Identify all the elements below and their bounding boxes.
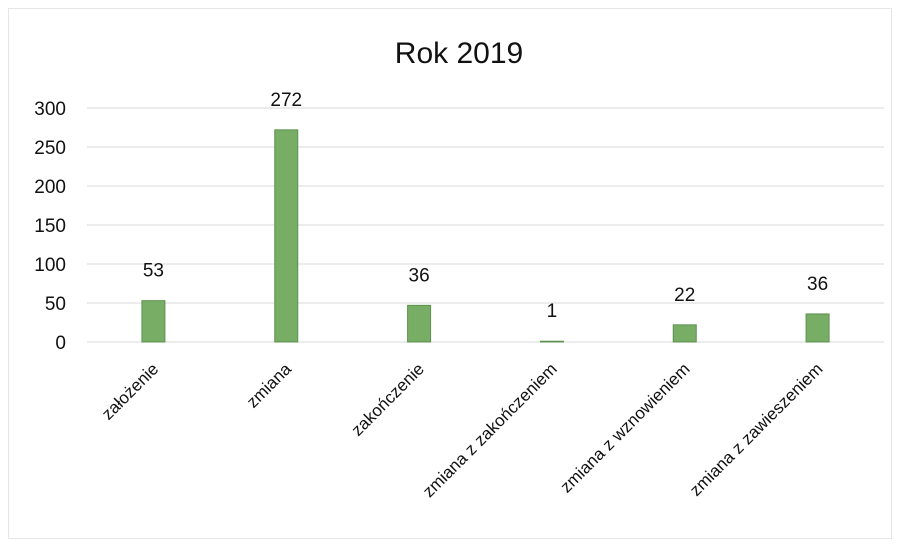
- chart-frame: [8, 8, 892, 539]
- data-label: 36: [807, 274, 828, 295]
- y-tick-label: 200: [34, 177, 66, 198]
- chart-title: Rok 2019: [395, 37, 523, 70]
- category-label: zmiana: [243, 359, 296, 412]
- gridlines: [87, 107, 884, 343]
- y-tick-label: 50: [45, 294, 66, 315]
- category-label: zakończenie: [348, 359, 428, 439]
- category-label: zmiana z zawieszeniem: [686, 359, 826, 499]
- category-label: zmiana z wznowieniem: [557, 359, 694, 496]
- y-tick-label: 150: [34, 216, 66, 237]
- y-tick-label: 300: [34, 99, 66, 120]
- category-label: zmiana z zakończeniem: [419, 359, 561, 501]
- data-labels: 53 272 36 1 22 36: [143, 90, 828, 322]
- bar: [539, 340, 564, 343]
- bar: [407, 304, 432, 343]
- bar: [141, 300, 166, 343]
- bars: [141, 129, 830, 343]
- y-axis-ticks: 0 50 100 150 200 250 300: [34, 99, 66, 354]
- category-label: założenie: [98, 359, 162, 423]
- data-label: 53: [143, 261, 164, 282]
- data-label: 22: [674, 285, 695, 306]
- y-tick-label: 0: [55, 333, 66, 354]
- y-tick-label: 250: [34, 138, 66, 159]
- y-tick-label: 100: [34, 255, 66, 276]
- bar: [805, 313, 830, 343]
- bar: [274, 129, 299, 343]
- data-label: 1: [547, 301, 558, 322]
- bar: [672, 324, 697, 343]
- data-label: 272: [270, 90, 302, 111]
- data-label: 36: [409, 265, 430, 286]
